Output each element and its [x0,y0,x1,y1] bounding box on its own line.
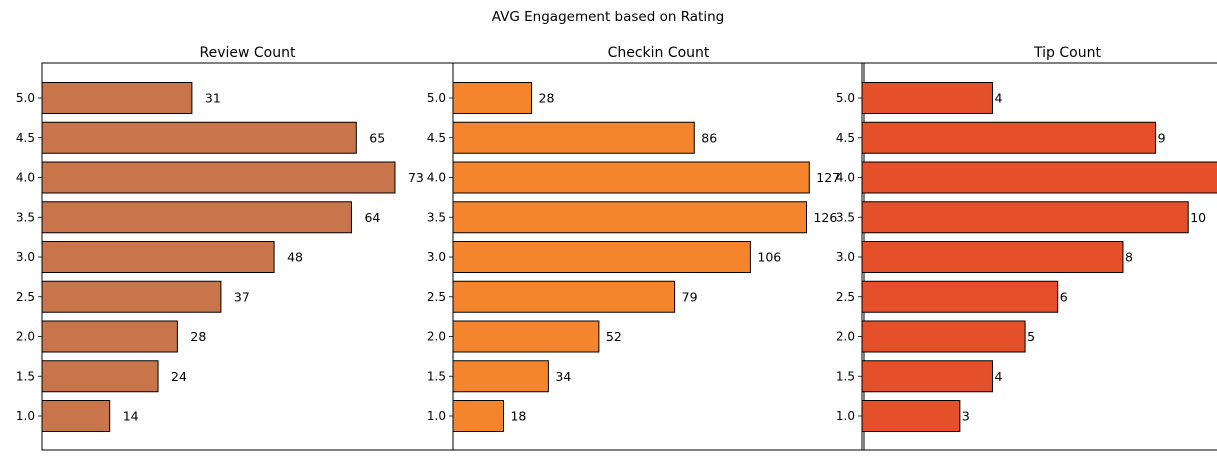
bar-3.5 [41,201,352,234]
value-label: 52 [606,329,622,344]
bar-1.0 [41,400,111,432]
value-label: 28 [539,91,555,106]
y-tick-label: 4.5 [16,131,35,145]
value-label: 14 [123,409,139,424]
value-label: 5 [1027,329,1035,344]
y-tick-label: 2.0 [836,330,855,344]
y-tick-label: 3.5 [836,210,855,224]
axes-frame [861,62,1217,451]
y-tick-label: 1.5 [427,369,446,383]
bar-1.5 [41,360,159,393]
y-tick-label: 3.5 [16,210,35,224]
value-label: 64 [364,210,380,225]
value-label: 106 [757,250,781,265]
bar-2.0 [861,320,1026,353]
bar-3.0 [861,241,1124,273]
value-label: 24 [171,369,187,384]
bar-1.0 [861,400,961,432]
bar-2.5 [861,280,1059,313]
value-label: 65 [369,130,385,145]
y-tick-label: 2.5 [836,290,855,304]
y-tick-label: 5.0 [836,91,855,105]
value-label: 6 [1060,289,1068,304]
y-tick-label: 4.5 [427,131,446,145]
value-label: 4 [994,91,1002,106]
y-tick-label: 2.0 [16,330,35,344]
bar-4.5 [452,121,695,154]
y-tick-label: 2.0 [427,330,446,344]
bar-2.0 [41,320,178,353]
y-tick-label: 4.0 [16,171,35,185]
bar-3.5 [452,201,807,234]
bar-5.0 [452,82,533,114]
value-label: 48 [287,250,303,265]
bar-3.5 [861,201,1189,234]
y-tick-label: 1.0 [427,409,446,423]
bar-4.0 [452,161,810,194]
figure-title: AVG Engagement based on Rating [492,9,724,25]
y-tick-label: 2.5 [427,290,446,304]
y-tick-label: 1.0 [16,409,35,423]
y-tick-label: 3.5 [427,210,446,224]
bar-5.0 [861,82,993,114]
bar-4.0 [41,161,396,194]
value-label: 126 [813,210,837,225]
y-tick-label: 1.5 [836,369,855,383]
value-label: 18 [510,409,526,424]
y-tick-label: 1.5 [16,369,35,383]
y-tick-label: 4.0 [427,171,446,185]
bar-3.0 [41,241,275,273]
y-tick-label: 2.5 [16,290,35,304]
y-tick-label: 3.0 [427,250,446,264]
y-tick-label: 5.0 [427,91,446,105]
value-label: 34 [555,369,571,384]
bar-1.0 [452,400,504,432]
bar-1.5 [452,360,549,393]
y-tick-label: 3.0 [836,250,855,264]
y-tick-label: 3.0 [16,250,35,264]
y-tick-label: 1.0 [836,409,855,423]
panel-title: Checkin Count [608,45,710,61]
panel-title: Review Count [200,45,296,61]
bar-2.5 [452,280,676,313]
bar-1.5 [861,360,993,393]
value-label: 8 [1125,250,1133,265]
bar-4.5 [861,121,1157,154]
value-label: 28 [190,329,206,344]
bar-5.0 [41,82,193,114]
value-label: 127 [816,170,840,185]
y-tick-label: 4.0 [836,171,855,185]
value-label: 9 [1158,130,1166,145]
value-label: 4 [994,369,1002,384]
panel-tip-count: Tip Count5.044.594.0113.5103.082.562.051… [836,45,1217,451]
value-label: 10 [1190,210,1206,225]
bar-4.5 [41,121,357,154]
bar-2.0 [452,320,600,353]
value-label: 37 [234,289,250,304]
y-tick-label: 4.5 [836,131,855,145]
bar-4.0 [861,161,1217,194]
y-tick-label: 5.0 [16,91,35,105]
value-label: 79 [682,289,698,304]
value-label: 86 [701,130,717,145]
bar-3.0 [452,241,751,273]
value-label: 3 [962,409,970,424]
panel-title: Tip Count [1033,45,1101,61]
value-label: 73 [408,170,424,185]
value-label: 31 [205,91,221,106]
bar-2.5 [41,280,222,313]
